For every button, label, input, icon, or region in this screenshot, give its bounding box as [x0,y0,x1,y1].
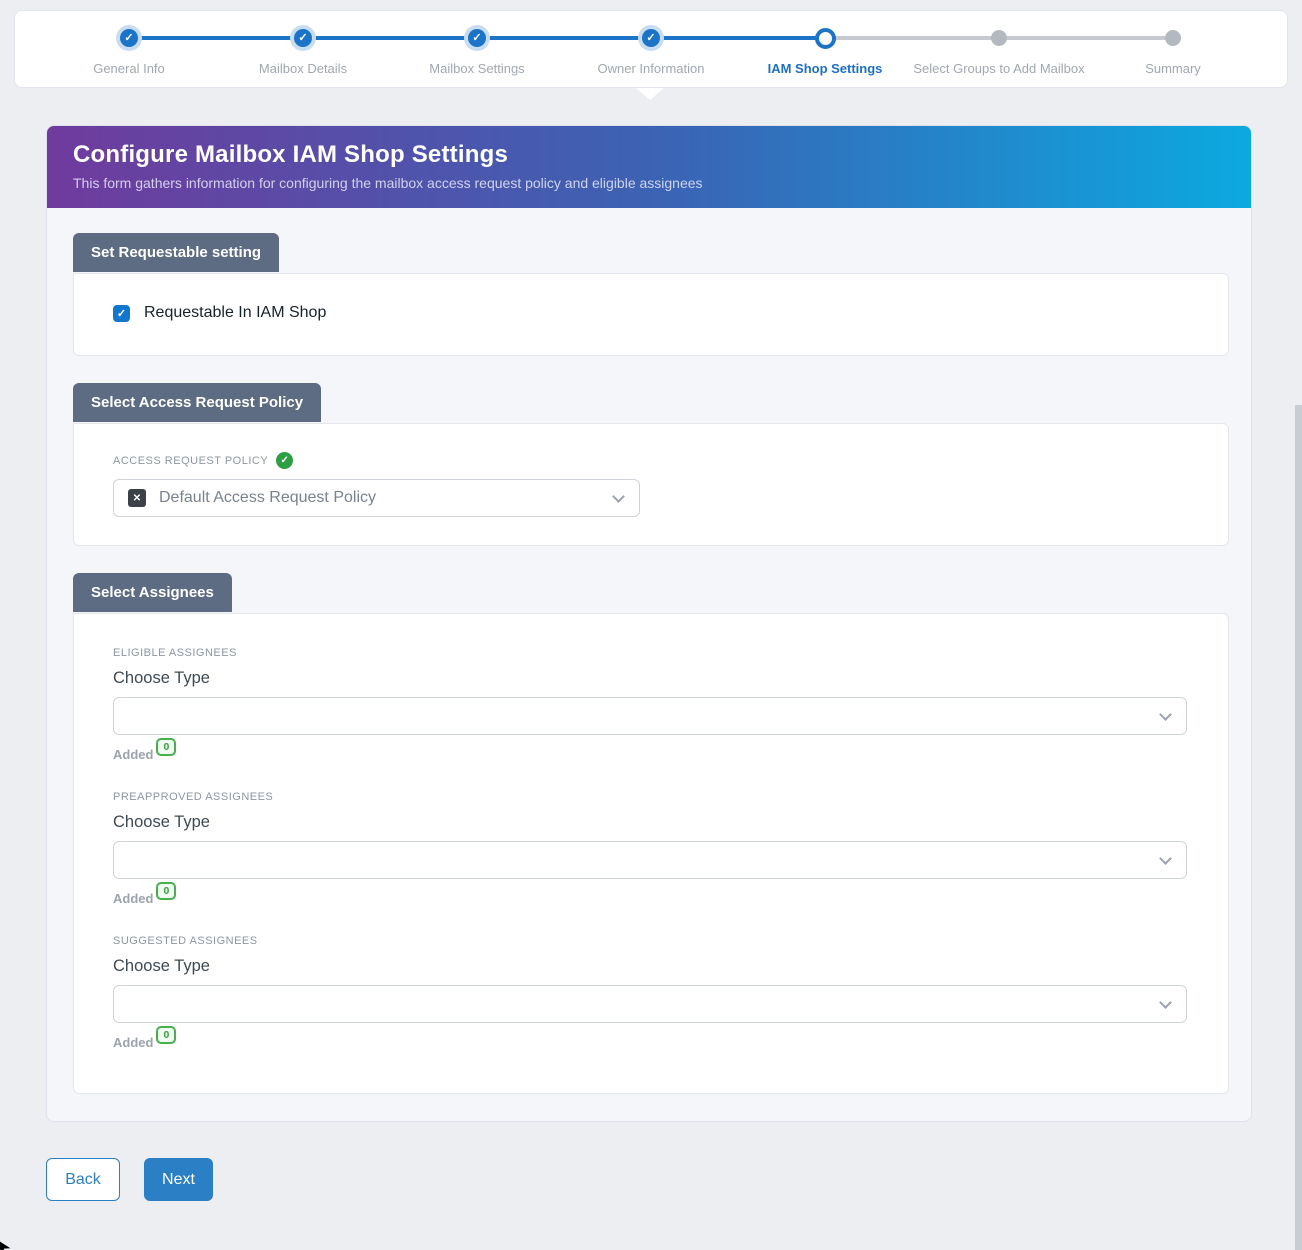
eligible-assignees-type-select[interactable] [113,697,1187,735]
section-tab-assignees: Select Assignees [73,573,232,612]
step-completed-icon: ✓ [642,29,660,47]
step-label: Summary [1145,61,1201,76]
choose-type-label: Choose Type [113,669,210,687]
wizard-stepper: ✓ General Info ✓ Mailbox Details ✓ Mailb… [14,10,1288,88]
added-label: Added [113,1035,154,1050]
suggested-assignees-label: SUGGESTED ASSIGNEES [113,935,258,947]
valid-check-icon: ✓ [276,452,294,469]
step-mailbox-details[interactable]: ✓ Mailbox Details [216,25,390,76]
chevron-down-icon [612,489,625,503]
form-header: Configure Mailbox IAM Shop Settings This… [47,126,1251,208]
section-tab-requestable: Set Requestable setting [73,233,280,272]
step-mailbox-settings[interactable]: ✓ Mailbox Settings [390,25,564,76]
chevron-down-icon [1159,851,1172,865]
chevron-down-icon [1159,707,1172,721]
section-card-assignees: ELIGIBLE ASSIGNEES Choose Type Added 0 PR… [73,613,1229,1094]
form-container: Configure Mailbox IAM Shop Settings This… [46,125,1252,1122]
step-select-groups[interactable]: Select Groups to Add Mailbox [912,25,1086,76]
remove-tag-icon[interactable]: ✕ [128,489,146,507]
step-summary[interactable]: Summary [1086,25,1260,76]
section-tab-access-policy: Select Access Request Policy [73,383,322,422]
checkbox-check-icon: ✓ [116,307,127,320]
step-upcoming-icon [991,30,1007,46]
step-label: General Info [93,61,165,76]
next-button[interactable]: Next [144,1158,213,1201]
chevron-down-icon [1159,995,1172,1009]
step-completed-icon: ✓ [120,29,138,47]
step-label: Select Groups to Add Mailbox [913,61,1085,76]
added-count-badge: 0 [156,1026,177,1044]
choose-type-label: Choose Type [113,957,210,975]
step-completed-icon: ✓ [294,29,312,47]
added-count-badge: 0 [156,882,177,900]
vertical-scrollbar[interactable] [1295,405,1302,1250]
step-general-info[interactable]: ✓ General Info [42,25,216,76]
section-card-access-policy: ACCESS REQUEST POLICY ✓ ✕ Default Access… [73,423,1229,546]
preapproved-assignees-label: PREAPPROVED ASSIGNEES [113,791,274,803]
step-completed-icon: ✓ [468,29,486,47]
added-label: Added [113,747,154,762]
page-subtitle: This form gathers information for config… [73,175,703,191]
requestable-checkbox-label: Requestable In IAM Shop [144,304,327,321]
back-button[interactable]: Back [46,1158,120,1201]
choose-type-label: Choose Type [113,813,210,831]
eligible-assignees-label: ELIGIBLE ASSIGNEES [113,647,237,659]
suggested-assignees-group: SUGGESTED ASSIGNEES Choose Type Added 0 [113,935,1187,1053]
access-request-policy-label: ACCESS REQUEST POLICY [113,454,269,467]
stepper-pointer-notch [636,88,664,100]
step-owner-information[interactable]: ✓ Owner Information [564,25,738,76]
requestable-checkbox[interactable]: ✓ [113,304,130,322]
step-upcoming-icon [1165,30,1181,46]
step-label: Mailbox Details [258,61,348,76]
step-label: IAM Shop Settings [767,61,883,76]
added-count-badge: 0 [156,738,177,756]
suggested-assignees-type-select[interactable] [113,985,1187,1023]
step-active-icon [814,27,836,49]
step-label: Owner Information [597,61,705,76]
eligible-assignees-group: ELIGIBLE ASSIGNEES Choose Type Added 0 [113,647,1187,765]
mouse-cursor [0,1239,11,1250]
access-request-policy-value: Default Access Request Policy [159,489,376,506]
step-iam-shop-settings[interactable]: IAM Shop Settings [738,25,912,76]
preapproved-assignees-type-select[interactable] [113,841,1187,879]
access-request-policy-select[interactable]: ✕ Default Access Request Policy [113,479,640,517]
step-label: Mailbox Settings [429,61,525,76]
preapproved-assignees-group: PREAPPROVED ASSIGNEES Choose Type Added 0 [113,791,1187,909]
added-label: Added [113,891,154,906]
section-card-requestable: ✓ Requestable In IAM Shop [73,273,1229,356]
page-title: Configure Mailbox IAM Shop Settings [73,141,508,168]
